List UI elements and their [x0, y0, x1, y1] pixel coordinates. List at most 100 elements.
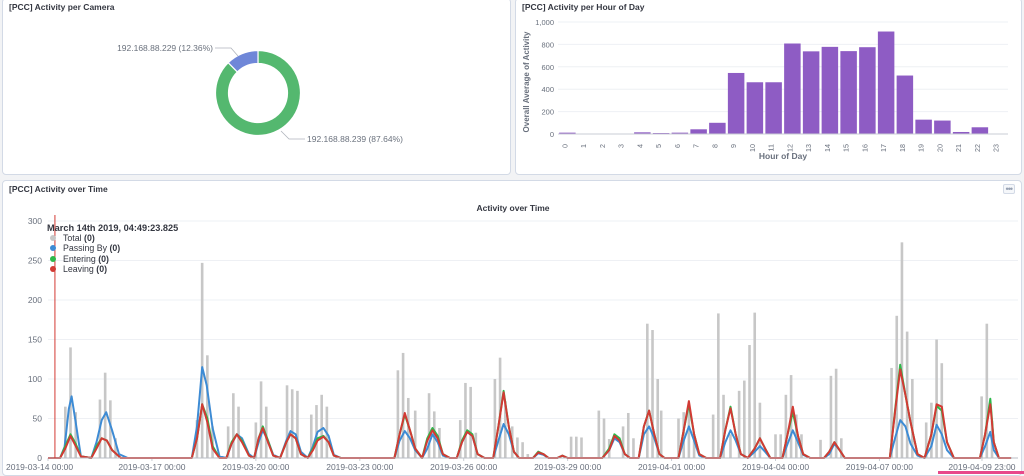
total-bar — [285, 385, 289, 458]
legend-dot-icon — [50, 265, 56, 272]
tooltip-label: Passing By — [63, 243, 108, 254]
x-tick-label: 12 — [785, 144, 794, 152]
total-bar — [692, 440, 696, 458]
hour-bar — [746, 82, 764, 134]
total-bar — [469, 386, 472, 458]
y-tick-label: 200 — [28, 295, 42, 305]
total-bar — [569, 436, 573, 458]
x-tick-label: 1 — [579, 144, 588, 148]
slice-label: 192.168.88.229 (12.36%) — [117, 43, 213, 53]
hour-bar — [952, 131, 970, 134]
x-tick-label: 4 — [635, 144, 644, 148]
hour-bar — [784, 43, 801, 135]
total-bar — [464, 382, 467, 458]
hour-bar — [690, 129, 707, 134]
hour-bar — [802, 51, 820, 134]
tooltip-value: (0) — [96, 263, 108, 274]
x-tick-label: 2019-04-07 00:00 — [846, 462, 913, 472]
chart-tooltip: March 14th 2019, 04:49:23.825 Total (0) … — [47, 223, 178, 274]
total-bar — [200, 262, 204, 458]
hour-bar — [971, 127, 989, 134]
x-axis-title: Hour of Day — [759, 151, 807, 161]
total-bar — [758, 402, 762, 458]
series-line — [48, 368, 1012, 459]
legend-dot-icon — [50, 255, 56, 262]
total-bar — [729, 434, 732, 458]
ellipsis-icon[interactable]: ••• — [1002, 184, 1015, 194]
x-tick-label: 6 — [673, 144, 682, 148]
y-tick-label: 50 — [33, 414, 43, 424]
total-bar — [226, 426, 230, 458]
total-bar — [296, 390, 299, 458]
chart-title: Activity over Time — [476, 203, 549, 213]
total-bar — [264, 406, 268, 458]
total-bar — [516, 437, 519, 458]
total-bar — [829, 375, 833, 458]
total-bar — [315, 405, 318, 458]
hour-bar — [671, 132, 689, 134]
tooltip-time: March 14th 2019, 04:49:23.825 — [47, 223, 179, 233]
hour-bar — [877, 31, 895, 134]
hour-bar — [896, 75, 914, 134]
total-bar — [602, 418, 606, 458]
tooltip-label: Entering — [63, 253, 96, 264]
series-line — [48, 366, 1012, 459]
total-bar — [748, 345, 751, 458]
total-bar — [396, 370, 400, 458]
total-bar — [232, 393, 235, 458]
accent-bar — [938, 471, 1024, 474]
tooltip-row-entering: Entering (0) — [47, 254, 178, 264]
total-bar — [74, 412, 78, 458]
total-bar — [109, 400, 112, 458]
x-tick-label: 13 — [804, 144, 813, 152]
x-tick-label: 2019-03-29 00:00 — [534, 462, 601, 472]
hour-bar — [634, 132, 651, 134]
total-bar — [687, 405, 691, 458]
x-tick-label: 5 — [654, 144, 663, 148]
total-bar — [980, 396, 983, 458]
total-bar — [621, 426, 625, 458]
total-bar — [779, 434, 782, 458]
x-tick-label: 17 — [879, 144, 888, 152]
x-tick-label: 21 — [954, 144, 963, 152]
y-tick-label: 400 — [541, 85, 554, 94]
tooltip-row-passing-by: Passing By (0) — [47, 243, 178, 253]
total-bar — [784, 394, 788, 458]
total-bar — [753, 312, 757, 458]
x-tick-label: 20 — [935, 144, 944, 152]
tooltip-row-total: Total (0) — [47, 233, 178, 243]
hour-bar — [765, 82, 782, 134]
x-tick-label: 19 — [917, 144, 926, 152]
total-bar — [401, 352, 405, 458]
total-bar — [575, 436, 578, 458]
y-tick-label: 150 — [28, 335, 42, 345]
total-bar — [259, 381, 263, 458]
total-bar — [711, 414, 715, 458]
x-tick-label: 0 — [560, 144, 569, 148]
total-bar — [890, 367, 893, 458]
total-bar — [677, 418, 680, 458]
total-bar — [646, 323, 649, 458]
hour-bar — [559, 132, 576, 134]
total-bar — [498, 357, 502, 458]
legend-dot-icon — [50, 235, 56, 242]
y-tick-label: 600 — [541, 63, 554, 72]
x-tick-label: 2019-03-17 00:00 — [118, 462, 185, 472]
tooltip-label: Total — [63, 233, 82, 244]
x-tick-label: 2019-04-09 23:00 — [948, 462, 1015, 472]
y-tick-label: 0 — [550, 130, 554, 139]
x-tick-label: 15 — [842, 144, 851, 152]
total-bar — [320, 394, 323, 458]
x-tick-label: 23 — [992, 144, 1001, 152]
total-bar — [774, 434, 777, 458]
total-bar — [114, 438, 117, 458]
panel-title: [PCC] Activity per Camera — [9, 2, 115, 12]
legend-dot-icon — [50, 245, 56, 252]
x-tick-label: 2019-03-20 00:00 — [222, 462, 289, 472]
x-tick-label: 2019-04-01 00:00 — [638, 462, 705, 472]
x-tick-label: 10 — [748, 144, 757, 152]
y-tick-label: 0 — [37, 453, 42, 463]
total-bar — [309, 414, 313, 458]
total-bar — [656, 379, 660, 458]
